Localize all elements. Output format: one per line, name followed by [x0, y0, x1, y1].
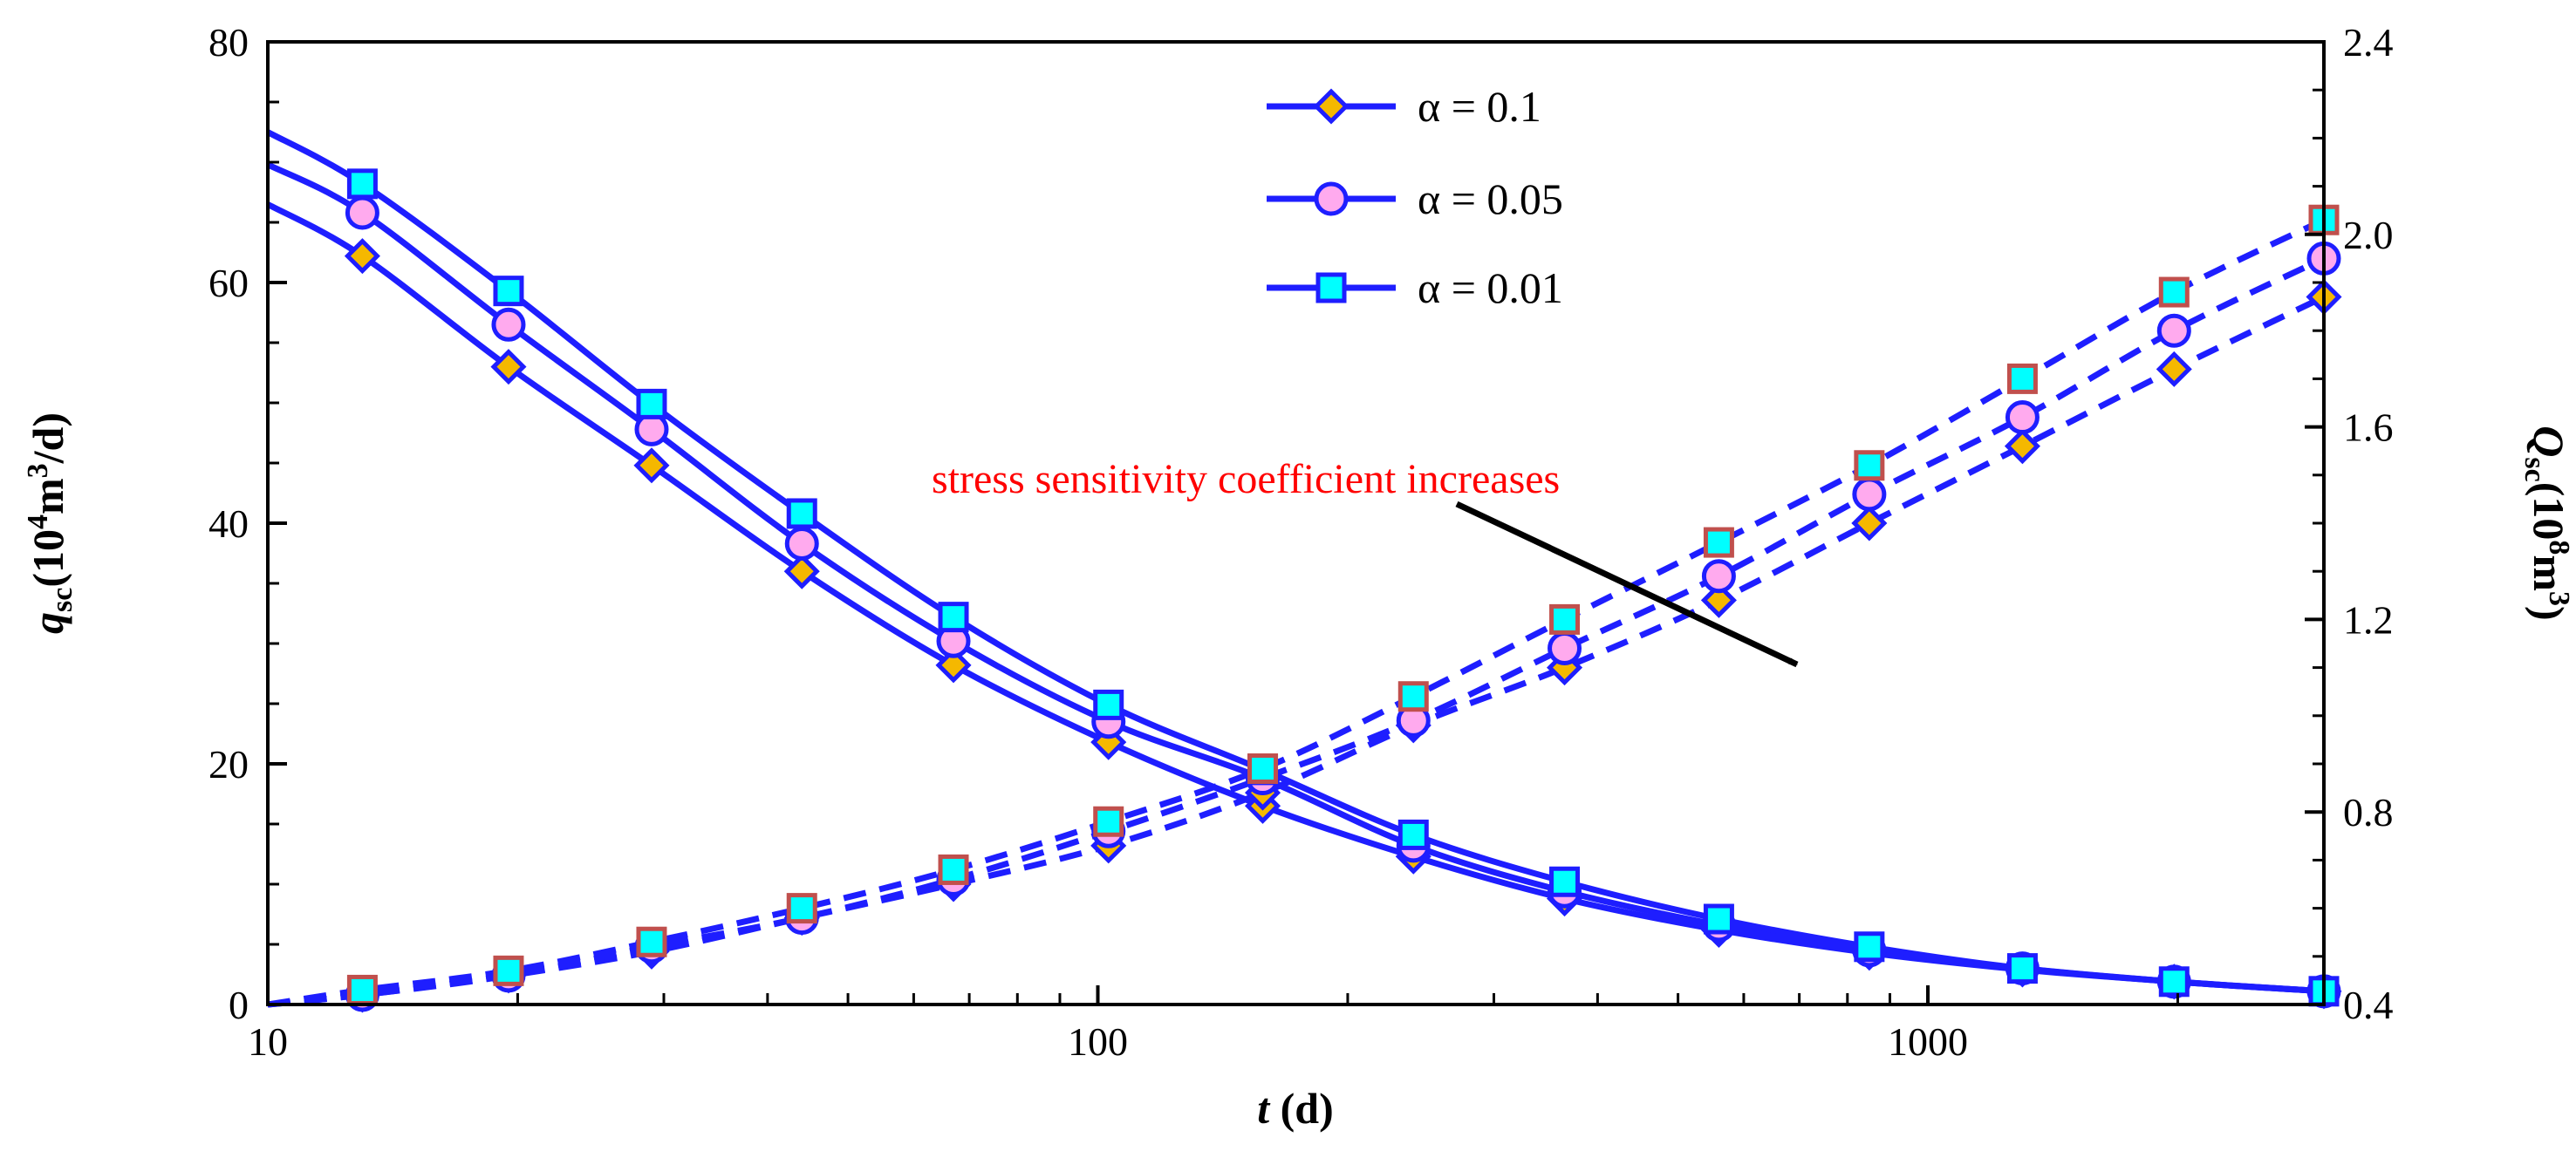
y-right-tick-label: 0.4 — [2343, 983, 2394, 1027]
cumulative-point-series-1 — [1701, 559, 1736, 594]
y-left-tick-label: 20 — [208, 742, 249, 787]
cumulative-point-series-2 — [1549, 603, 1581, 635]
markers-layer — [344, 168, 2342, 1013]
cumulative-point-series-2 — [1854, 450, 1885, 481]
y-left-tick-label: 80 — [208, 20, 249, 65]
y-right-axis-title: Qsc(108m3) — [2518, 426, 2575, 620]
y-right-tick-label: 2.4 — [2343, 20, 2394, 65]
rate-point-series-0 — [783, 553, 820, 589]
y-right-tick-label: 2.0 — [2343, 213, 2394, 257]
y-left-tick-label: 60 — [208, 261, 249, 305]
x-tick-label: 100 — [1068, 1019, 1128, 1064]
rate-point-series-0 — [935, 647, 972, 684]
y-right-tick-label: 1.2 — [2343, 597, 2394, 642]
rate-point-series-2 — [1397, 819, 1429, 850]
rate-point-series-2 — [786, 498, 817, 529]
cumulative-point-series-0 — [2156, 351, 2192, 387]
cumulative-point-series-0 — [2004, 428, 2040, 465]
rate-point-series-2 — [1703, 903, 1734, 935]
cumulative-point-series-2 — [2006, 363, 2038, 394]
x-tick-label: 1000 — [1888, 1019, 1968, 1064]
y-left-tick-label: 40 — [208, 501, 249, 546]
annotation-text: stress sensitivity coefficient increases — [932, 456, 1560, 502]
cumulative-point-series-2 — [1093, 806, 1124, 837]
cumulative-point-series-2 — [2158, 276, 2190, 308]
rate-point-series-2 — [1854, 931, 1885, 963]
cumulative-point-series-2 — [1397, 681, 1429, 712]
cumulative-point-series-2 — [1703, 527, 1734, 558]
annotation-arrow — [1455, 501, 1799, 668]
cumulative-point-series-0 — [1700, 582, 1737, 618]
cumulative-point-series-2 — [786, 893, 817, 924]
cumulative-point-series-2 — [493, 955, 524, 986]
rate-point-series-2 — [2158, 966, 2190, 998]
cumulative-point-series-2 — [938, 854, 969, 885]
cumulative-point-series-1 — [2005, 400, 2040, 435]
legend-marker-series-1 — [1314, 181, 1349, 216]
cumulative-point-series-2 — [1247, 753, 1279, 785]
rate-point-series-2 — [493, 276, 524, 307]
rate-point-series-1 — [784, 526, 819, 561]
tick-labels-layer: 10 100 1000 0 20 40 60 80 0.4 0.8 1.2 1.6 2.0 2.4 — [208, 20, 2394, 1064]
rate-point-series-2 — [2006, 953, 2038, 984]
rate-point-series-2 — [1093, 689, 1124, 720]
y-left-tick-label: 0 — [229, 983, 249, 1027]
rate-point-series-0 — [633, 447, 670, 484]
rate-point-series-2 — [346, 168, 378, 200]
y-right-tick-label: 1.6 — [2343, 405, 2394, 450]
y-left-axis-title: qsc(104m3/d) — [22, 412, 79, 634]
legend-label-series-2: α = 0.01 — [1418, 263, 1563, 312]
cumulative-point-series-2 — [346, 974, 378, 1005]
ticks-layer — [266, 40, 2326, 1006]
rate-point-series-1 — [491, 307, 526, 342]
legend-marker-series-0 — [1313, 88, 1349, 125]
rate-point-series-0 — [344, 238, 380, 275]
legend-marker-series-2 — [1315, 272, 1347, 303]
rate-point-series-2 — [636, 388, 667, 419]
rate-point-series-0 — [490, 349, 527, 385]
legend-label-series-1: α = 0.05 — [1418, 174, 1563, 223]
x-axis-title: t (d) — [1257, 1084, 1334, 1133]
cumulative-point-series-1 — [2156, 313, 2191, 348]
legend: α = 0.1 α = 0.05 α = 0.01 — [1267, 82, 1563, 312]
y-right-tick-label: 0.8 — [2343, 790, 2394, 834]
cumulative-point-series-1 — [1548, 631, 1582, 666]
legend-label-series-0: α = 0.1 — [1418, 82, 1541, 131]
cumulative-point-series-0 — [1851, 505, 1888, 541]
cumulative-point-series-1 — [1852, 477, 1887, 512]
rate-point-series-2 — [1549, 866, 1581, 897]
x-tick-label: 10 — [248, 1019, 288, 1064]
cumulative-curve-series-2 — [267, 217, 2326, 1008]
cumulative-point-series-2 — [636, 926, 667, 957]
rate-point-series-2 — [938, 602, 969, 633]
rate-point-series-1 — [345, 195, 379, 230]
